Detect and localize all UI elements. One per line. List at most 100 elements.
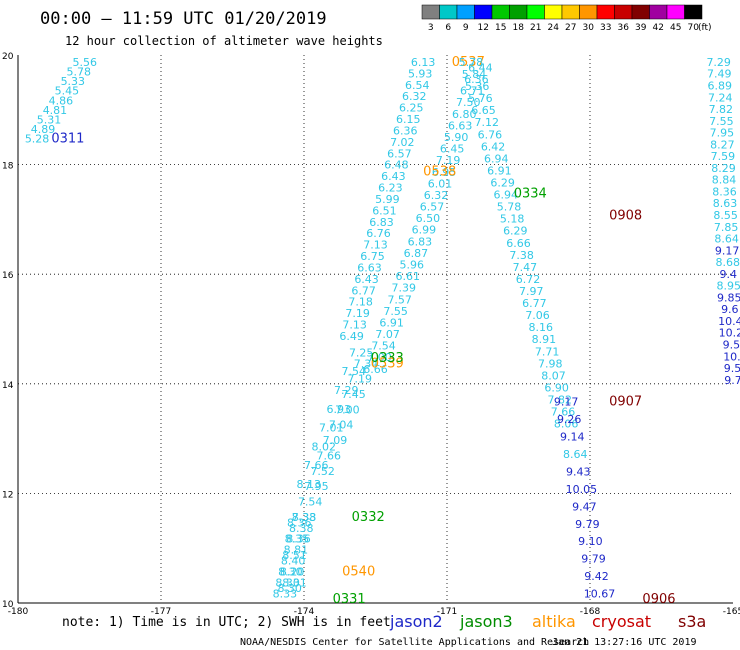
wave-height-value: 9.85 [717, 291, 740, 304]
wave-height-value: 8.31 [282, 577, 307, 590]
track-0311: 5.565.785.335.454.864.815.314.895.28 0311 [25, 56, 97, 147]
wave-height-value: 5.76 [468, 92, 493, 105]
chart-subtitle: 12 hour collection of altimeter wave hei… [65, 34, 383, 48]
wave-height-value: 8.55 [713, 209, 738, 222]
colorbar-swatch [596, 4, 615, 20]
wave-height-value: 6.13 [411, 56, 436, 69]
wave-height-value: 8.30 [278, 566, 303, 579]
colorbar-tick-label: 70 [688, 23, 700, 33]
wave-height-value: 6.93 [326, 403, 351, 416]
wave-height-value: 7.34 [354, 357, 379, 370]
wave-height-value: 6.51 [372, 204, 397, 217]
wave-height-value: 8.29 [711, 162, 736, 175]
wave-height-value: 7.00 [367, 351, 392, 364]
wave-height-value: 8.38 [289, 522, 314, 535]
wave-height-value: 8.38 [292, 511, 317, 524]
colorbar-tick-label: 3 [428, 23, 434, 33]
wave-height-value: 5.78 [459, 56, 484, 69]
wave-height-value: 6.36 [464, 73, 489, 86]
track-time-label: 0538 [423, 165, 456, 180]
colorbar-swatch [561, 4, 580, 20]
wave-height-value: 8.07 [541, 369, 566, 382]
wave-height-value: 6.75 [360, 250, 385, 263]
wave-height-value: 7.66 [551, 406, 576, 419]
y-tick-label: 20 [2, 52, 14, 62]
axis-ticks: -180 -177 -174 -171 -168 -165 10 12 14 16 18 20 [2, 52, 740, 617]
wave-height-value: 9.17 [554, 396, 579, 409]
wave-height-value: 7.47 [513, 261, 538, 274]
wave-height-value: 6.43 [354, 273, 379, 286]
wave-height-value: 7.29 [706, 56, 731, 69]
legend-s3a: s3a [678, 612, 706, 631]
wave-height-value: 6.23 [378, 182, 403, 195]
colorbar-tick-label: 15 [495, 23, 506, 33]
y-tick-label: 16 [2, 271, 14, 281]
wave-height-value: 7.57 [387, 293, 412, 306]
wave-height-value: 6.44 [468, 61, 493, 74]
wave-height-value: 10.4 [718, 315, 740, 328]
wave-height-value: 6.43 [381, 170, 406, 183]
footer-note: note: 1) Time is in UTC; 2) SWH is in fe… [62, 615, 391, 630]
wave-height-value: 8.30 [277, 582, 302, 595]
wave-height-value: 6.01 [428, 177, 453, 190]
track-time-label: 0540 [342, 565, 375, 580]
wave-height-value: 6.42 [481, 140, 506, 153]
wave-height-value: 7.07 [375, 328, 400, 341]
wave-height-value: 6.65 [471, 104, 496, 117]
wave-height-value: 8.36 [287, 516, 312, 529]
wave-height-value: 7.25 [349, 346, 374, 359]
footer-credit: NOAA/NESDIS Center for Satellite Applica… [240, 637, 589, 648]
wave-height-value: 6.63 [357, 261, 382, 274]
wave-height-value: 6.32 [424, 189, 449, 202]
colorbar-tick-label: 18 [513, 23, 525, 33]
colorbar-tick-label: 6 [445, 23, 451, 33]
wave-height-value: 6.29 [503, 225, 528, 238]
wave-height-value: 6.72 [516, 273, 541, 286]
wave-height-value: 6.77 [522, 297, 547, 310]
wave-height-value: 9.4 [719, 268, 737, 281]
wave-height-value: 6.45 [440, 143, 465, 156]
wave-height-value: 6.57 [420, 201, 445, 214]
wave-height-value: 9.10 [578, 535, 603, 548]
wave-height-value: 8.33 [273, 588, 298, 601]
colorbar-swatch [439, 4, 458, 20]
wave-height-value: 6.94 [484, 152, 509, 165]
wave-height-value: 10.05 [566, 483, 598, 496]
wave-height-value: 5.18 [500, 213, 525, 226]
colorbar-swatch [509, 4, 528, 20]
colorbar-tick-label: 12 [478, 23, 489, 33]
wave-height-value: 9.79 [575, 518, 600, 531]
wave-height-value: 6.99 [412, 224, 437, 237]
x-tick-label: -168 [580, 607, 601, 617]
wave-height-value: 6.90 [544, 381, 569, 394]
colorbar-swatch [631, 4, 650, 20]
wave-height-value: 5.31 [37, 114, 62, 127]
colorbar-swatch [474, 4, 493, 20]
legend-altika: altika [532, 612, 576, 631]
wave-height-value: 7.19 [345, 307, 370, 320]
wave-height-value: 6.54 [405, 79, 430, 92]
wave-height-value: 6.63 [448, 119, 473, 132]
wave-height-value: 6.66 [363, 363, 388, 376]
wave-height-value: 7.54 [371, 340, 396, 353]
wave-height-value: 7.04 [329, 419, 354, 432]
y-tick-label: 18 [2, 162, 14, 172]
satellite-legend: jason2 jason3 altika cryosat s3a [389, 612, 706, 631]
wave-height-value: 8.68 [715, 256, 740, 269]
colorbar-swatch [649, 4, 668, 20]
wave-height-value: 8.64 [563, 448, 588, 461]
wave-height-value: 6.15 [396, 113, 421, 126]
wave-height-value: 8.36 [712, 185, 737, 198]
wave-height-value: 5.93 [408, 67, 433, 80]
wave-height-value: 7.45 [341, 388, 366, 401]
wave-height-value: 9.17 [715, 244, 740, 257]
wave-height-value: 7.85 [714, 221, 739, 234]
wave-height-value: 6.94 [494, 189, 519, 202]
colorbar-swatch [526, 4, 545, 20]
colorbar-swatch [614, 4, 633, 20]
track-time-label: 0908 [609, 208, 642, 223]
wave-height-value: 6.49 [339, 330, 364, 343]
